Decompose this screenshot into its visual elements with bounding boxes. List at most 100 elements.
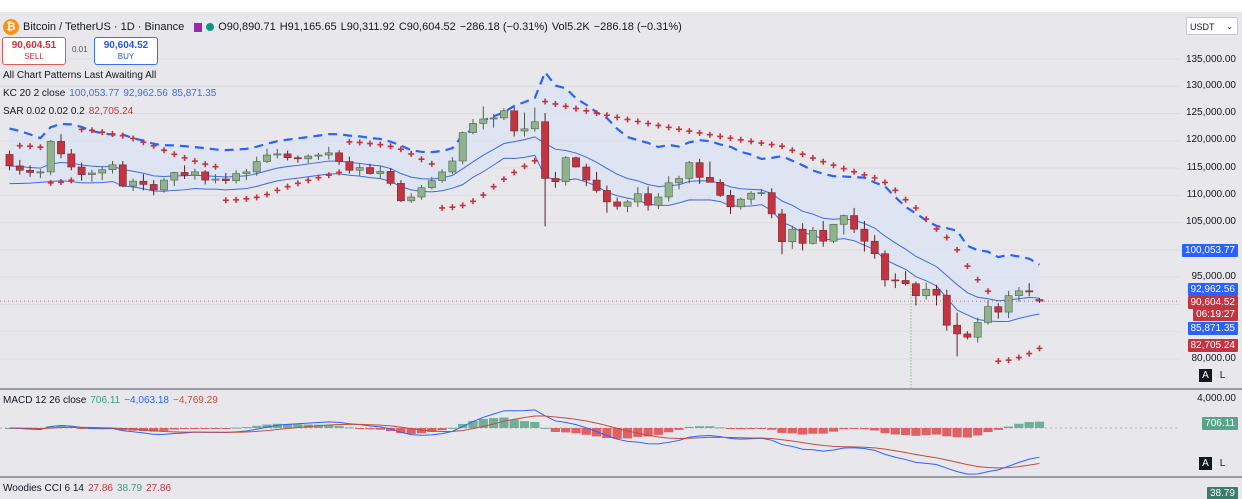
candle-body [36,171,45,174]
candle-body [778,213,786,243]
macd-signal-line [9,415,1040,469]
price-pane[interactable] [0,12,1180,388]
macd-histogram-bar [231,427,241,429]
macd-histogram-bar [828,428,839,432]
kc-lower-value: 85,871.35 [171,88,217,99]
macd-legend[interactable]: MACD 12 26 close 706.11 −4,063.18 −4,769.29 [3,395,222,406]
macd-histogram-bar [561,428,571,433]
sar-point [78,126,85,133]
candle-body [1025,290,1034,293]
macd-histogram-bar [993,428,1003,430]
candle-body [994,306,1003,313]
macd-histogram-bar [468,420,478,428]
sar-point [985,288,991,295]
kc-legend[interactable]: KC 20 2 close 100,053.77 92,962.56 85,871.3… [3,88,220,99]
macd-badge: 706.11 [1202,417,1238,430]
candle-body [108,164,117,171]
sar-point [892,187,899,194]
sar-point [336,169,343,176]
sar-point [645,120,652,127]
candle-body [1004,295,1013,313]
pane-separator[interactable] [0,388,1242,390]
cci-legend[interactable]: Woodies CCI 6 14 27.86 38.79 27.86 [3,483,175,494]
sar-point [655,122,662,129]
ohlc-open-key: O [218,20,227,33]
macd-log-scale-button[interactable]: L [1219,458,1226,469]
candle-body [376,171,385,174]
candle-body [572,157,580,168]
candle-body [366,167,374,174]
candle-body [984,306,992,323]
sar-point [923,216,930,223]
candle-body [263,154,271,162]
candle-body [57,141,65,155]
candle-body [726,195,735,208]
cci-badge: 38.79 [1206,487,1238,499]
cci-label: Woodies CCI 6 14 [3,483,84,494]
sar-value: 82,705.24 [88,106,134,117]
candle-body [911,283,920,297]
auto-scale-button[interactable]: A [1199,369,1212,382]
sar-point [37,144,44,151]
macd-hist-value: −4,769.29 [172,395,218,406]
macd-histogram-bar [416,428,427,434]
chevron-down-icon: ⌄ [1226,22,1233,31]
candle-body [736,198,745,208]
price-tick: 125,000.00 [1185,107,1236,118]
sar-point [367,140,373,147]
ohlc-low: 90,311.92 [346,20,395,33]
sar-point [686,128,693,135]
market-status-icon [206,23,215,31]
sar-point [233,196,240,203]
sar-point [294,180,301,187]
ohlc-high-key: H [279,20,288,33]
sar-point [140,139,147,146]
sar-legend[interactable]: SAR 0.02 0.02 0.2 82,705.24 [3,106,137,117]
sar-point [933,225,940,232]
sar-point [449,204,456,211]
sar-point [181,154,188,161]
macd-histogram-bar [396,428,406,434]
sar-point [995,358,1002,365]
candle-body [314,154,323,157]
sell-button[interactable]: 90,604.51 SELL [2,37,66,65]
sar-badge: 82,705.24 [1187,339,1238,352]
candle-body [469,123,477,133]
symbol-title[interactable]: Bitcoin / TetherUS · 1D · Binance [23,20,185,33]
sar-point [676,126,682,133]
flag-icon[interactable] [194,22,203,32]
macd-auto-scale-button[interactable]: A [1199,457,1212,470]
ohlc-close: 90,604.52 [406,20,456,33]
macd-histogram-bar [56,425,66,428]
candle-body [427,180,436,189]
macd-histogram-bar [406,428,416,434]
patterns-legend[interactable]: All Chart Patterns Last Awaiting All [3,70,157,81]
log-scale-button[interactable]: L [1219,370,1226,381]
macd-histogram-bar [180,428,190,429]
buy-button[interactable]: 90,604.52 BUY [94,37,158,65]
pane-separator[interactable] [0,476,1242,478]
macd-histogram-bar [798,428,808,435]
candle-body [252,161,261,173]
macd-histogram-bar [705,426,715,428]
candle-body [561,157,570,183]
candle-body [901,280,910,285]
sar-point [665,124,672,131]
currency-select[interactable]: USDT ⌄ [1186,17,1238,35]
macd-histogram-bar [262,424,272,428]
sar-point [1005,357,1012,364]
price-tick: 80,000.00 [1191,353,1237,364]
candle-body [747,192,755,200]
macd-histogram-bar [375,428,385,430]
sar-point [418,156,425,163]
sar-point [397,146,404,153]
sar-point [542,98,549,105]
macd-histogram-bar [592,428,602,437]
sar-point [737,136,744,143]
macd-histogram-bar [77,428,87,429]
cci-pane[interactable] [0,478,1180,499]
keltner-upper-line [9,69,1041,266]
macd-histogram-bar [1034,421,1045,428]
candle-body [644,193,652,206]
